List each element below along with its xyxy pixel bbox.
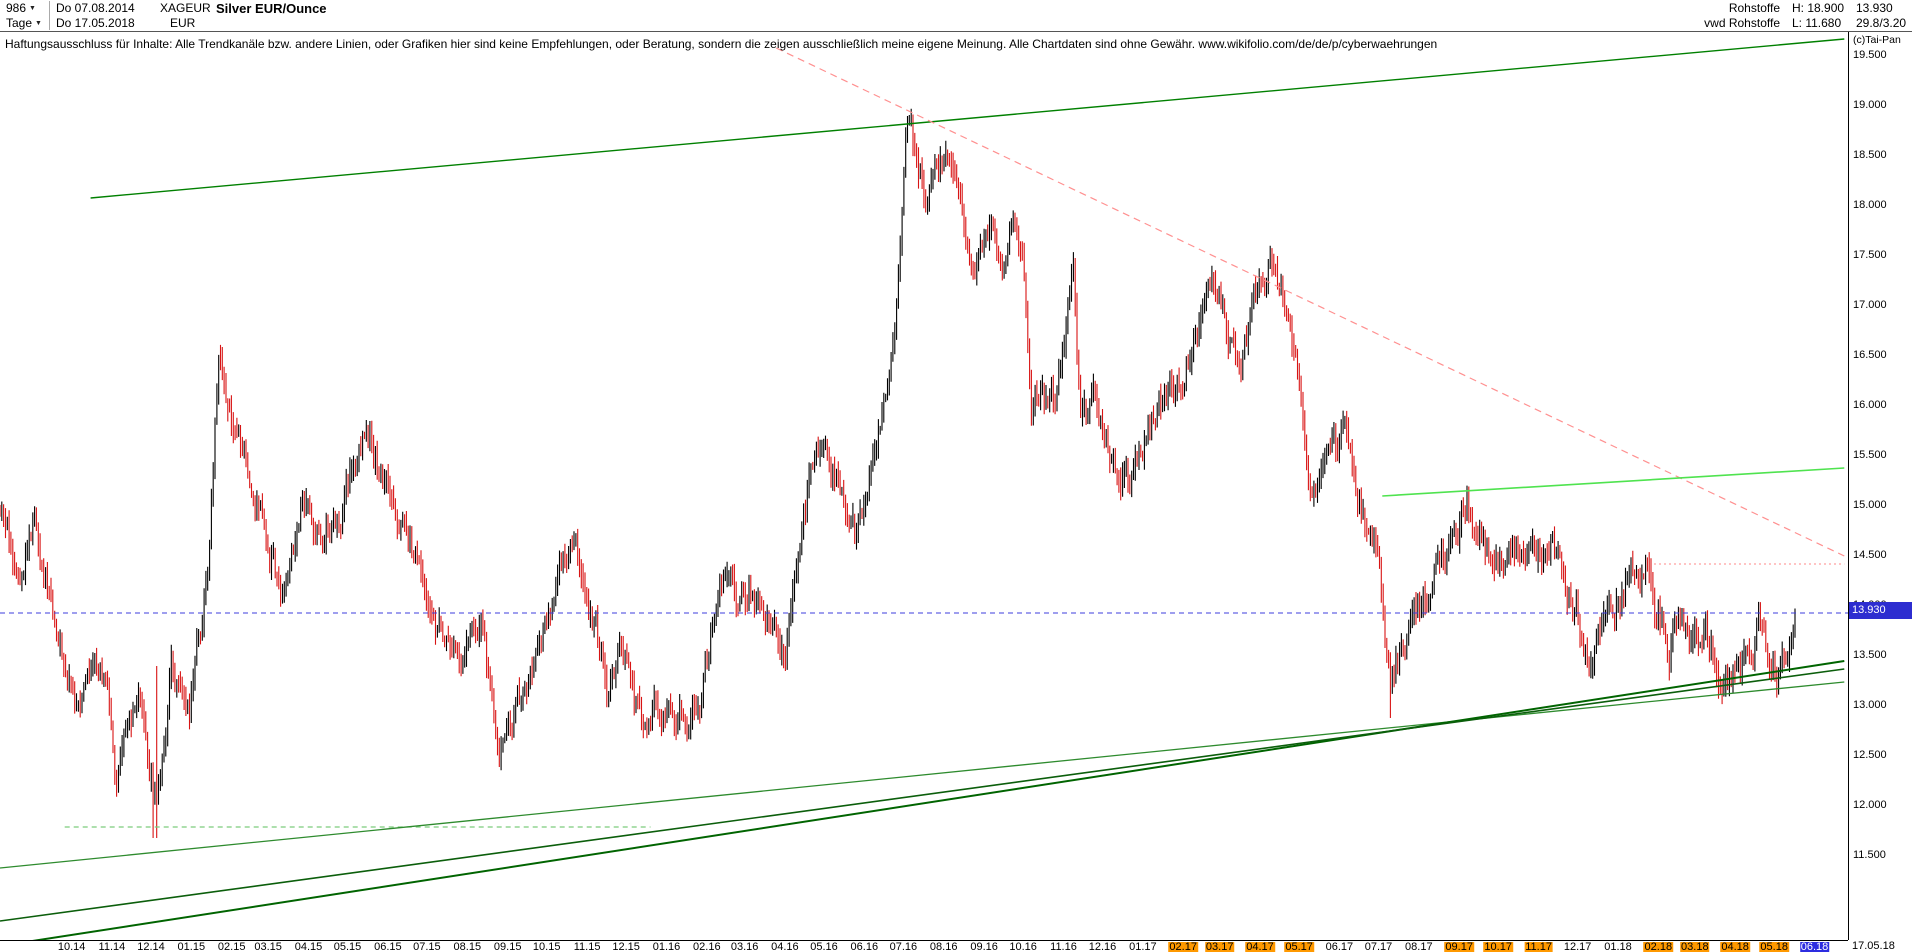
x-axis-label: 11.17 — [1524, 941, 1553, 952]
x-axis-label: 05.18 — [1759, 941, 1789, 952]
upper-green-trendline — [90, 38, 1845, 199]
x-axis-label: 03.16 — [730, 941, 759, 952]
y-axis-label: 19.500 — [1853, 49, 1887, 61]
x-axis-label: 04.16 — [771, 941, 799, 952]
x-axis-label: 10.14 — [57, 941, 86, 952]
y-axis-label: 16.500 — [1853, 349, 1887, 361]
instrument-title: Silver EUR/Ounce — [216, 1, 327, 16]
x-axis-label: 08.17 — [1405, 941, 1433, 952]
y-axis-label: 11.500 — [1853, 849, 1886, 861]
y-axis-label: 13.000 — [1853, 699, 1887, 711]
x-axis-label: 02.17 — [1168, 941, 1198, 952]
y-axis-label: 15.500 — [1853, 449, 1887, 461]
y-axis-label: 12.000 — [1853, 799, 1887, 811]
price-axis-line — [1848, 31, 1849, 940]
y-axis-label: 18.000 — [1853, 199, 1887, 211]
time-axis: 10.14 11.14 12.14 01.15 02.15 03.15 04.15 05.15… — [0, 940, 1848, 952]
x-axis-label: 05.15 — [333, 941, 362, 952]
x-axis-label: 06.15 — [374, 941, 402, 952]
period-select[interactable]: Tage ▼ — [6, 16, 42, 31]
high-label: H: 18.900 — [1792, 1, 1845, 15]
y-axis-label: 16.000 — [1853, 399, 1887, 411]
extra-value: 29.8/3.20 — [1856, 16, 1907, 30]
x-axis-label: 11.16 — [1050, 941, 1077, 952]
light-green-level — [1382, 467, 1845, 497]
x-axis-label: 06.18 — [1799, 941, 1830, 952]
pink-dashed-trendline — [775, 47, 1845, 557]
y-axis-label: 17.000 — [1853, 299, 1887, 311]
bars-count-select[interactable]: 986 ▼ — [6, 1, 36, 16]
x-axis-label: 02.15 — [217, 941, 246, 952]
chevron-down-icon: ▼ — [35, 20, 42, 27]
current-price-badge: 13.930 — [1849, 602, 1912, 619]
x-axis-label: 10.16 — [1009, 941, 1037, 952]
x-axis-label: 02.18 — [1643, 941, 1674, 952]
date-to: Do 17.05.2018 — [56, 16, 135, 30]
y-axis-label: 14.500 — [1853, 549, 1887, 561]
x-axis-label: 09.15 — [493, 941, 522, 952]
y-axis-label: 13.500 — [1853, 649, 1887, 661]
x-axis-label: 05.16 — [810, 941, 838, 952]
x-axis-label: 09.16 — [970, 941, 998, 952]
x-axis-label: 06.17 — [1325, 941, 1354, 952]
y-axis-label: 15.000 — [1853, 499, 1887, 511]
y-axis-label: 12.500 — [1853, 749, 1887, 761]
dark-green-support-2 — [32, 660, 1845, 940]
x-axis-label: 12.16 — [1088, 941, 1117, 952]
price-bars-up — [1, 108, 1796, 805]
x-axis-label: 03.15 — [254, 941, 282, 952]
disclaimer-text: Haftungsausschluss für Inhalte: Alle Tre… — [5, 37, 1438, 51]
x-axis-label: 12.14 — [137, 941, 165, 952]
x-axis-label: 12.15 — [612, 941, 640, 952]
symbol-label: XAGEUR — [160, 1, 211, 15]
source-label: vwd Rohstoffe — [1704, 16, 1780, 30]
low-label: L: 11.680 — [1792, 16, 1842, 30]
x-axis-label: 01.16 — [652, 941, 681, 952]
x-axis-label: 04.17 — [1245, 941, 1275, 952]
x-axis-label: 01.15 — [177, 941, 206, 952]
header-divider — [49, 1, 50, 30]
x-axis-label: 05.17 — [1284, 941, 1314, 952]
x-axis-label: 04.18 — [1720, 941, 1750, 952]
x-axis-label: 03.18 — [1680, 941, 1710, 952]
price-chart[interactable] — [0, 31, 1848, 940]
x-axis-label: 11.15 — [573, 941, 601, 952]
currency-label: EUR — [170, 16, 196, 30]
period-value: Tage — [6, 16, 33, 30]
group-label: Rohstoffe — [1728, 1, 1780, 15]
x-axis-label: 03.17 — [1204, 941, 1235, 952]
copyright-label: (c)Tai-Pan — [1853, 34, 1901, 46]
x-axis-label: 08.15 — [453, 941, 482, 952]
y-axis-label: 18.500 — [1853, 149, 1887, 161]
y-axis-label: 19.000 — [1853, 99, 1887, 111]
price-bars-down — [0, 114, 1787, 838]
x-axis-label: 07.17 — [1364, 941, 1393, 952]
x-axis-label: 04.15 — [294, 941, 323, 952]
x-axis-label: 11.14 — [98, 941, 126, 952]
x-axis-label: 10.17 — [1483, 941, 1513, 952]
x-axis-label: 06.16 — [850, 941, 879, 952]
x-axis-label: 07.15 — [413, 941, 441, 952]
last-value: 13.930 — [1856, 1, 1893, 15]
x-axis-label: 12.17 — [1563, 941, 1592, 952]
chart-header: 986 ▼ Tage ▼ Do 07.08.2014 Do 17.05.2018 X… — [0, 0, 1912, 32]
last-date-label: 17.05.18 — [1852, 940, 1895, 952]
y-axis-label: 17.500 — [1853, 249, 1887, 261]
x-axis-label: 02.16 — [693, 941, 721, 952]
dark-green-support-3 — [0, 668, 1845, 922]
date-from: Do 07.08.2014 — [56, 1, 135, 15]
x-axis-label: 01.17 — [1129, 941, 1157, 952]
x-axis-label: 01.18 — [1604, 941, 1632, 952]
x-axis-label: 09.17 — [1444, 941, 1474, 952]
bars-count-value: 986 — [6, 1, 27, 15]
dark-green-support-1 — [0, 681, 1845, 869]
x-axis-label: 08.16 — [929, 941, 958, 952]
x-axis-label: 10.15 — [532, 941, 561, 952]
x-axis-label: 07.16 — [889, 941, 918, 952]
chevron-down-icon: ▼ — [29, 5, 36, 12]
